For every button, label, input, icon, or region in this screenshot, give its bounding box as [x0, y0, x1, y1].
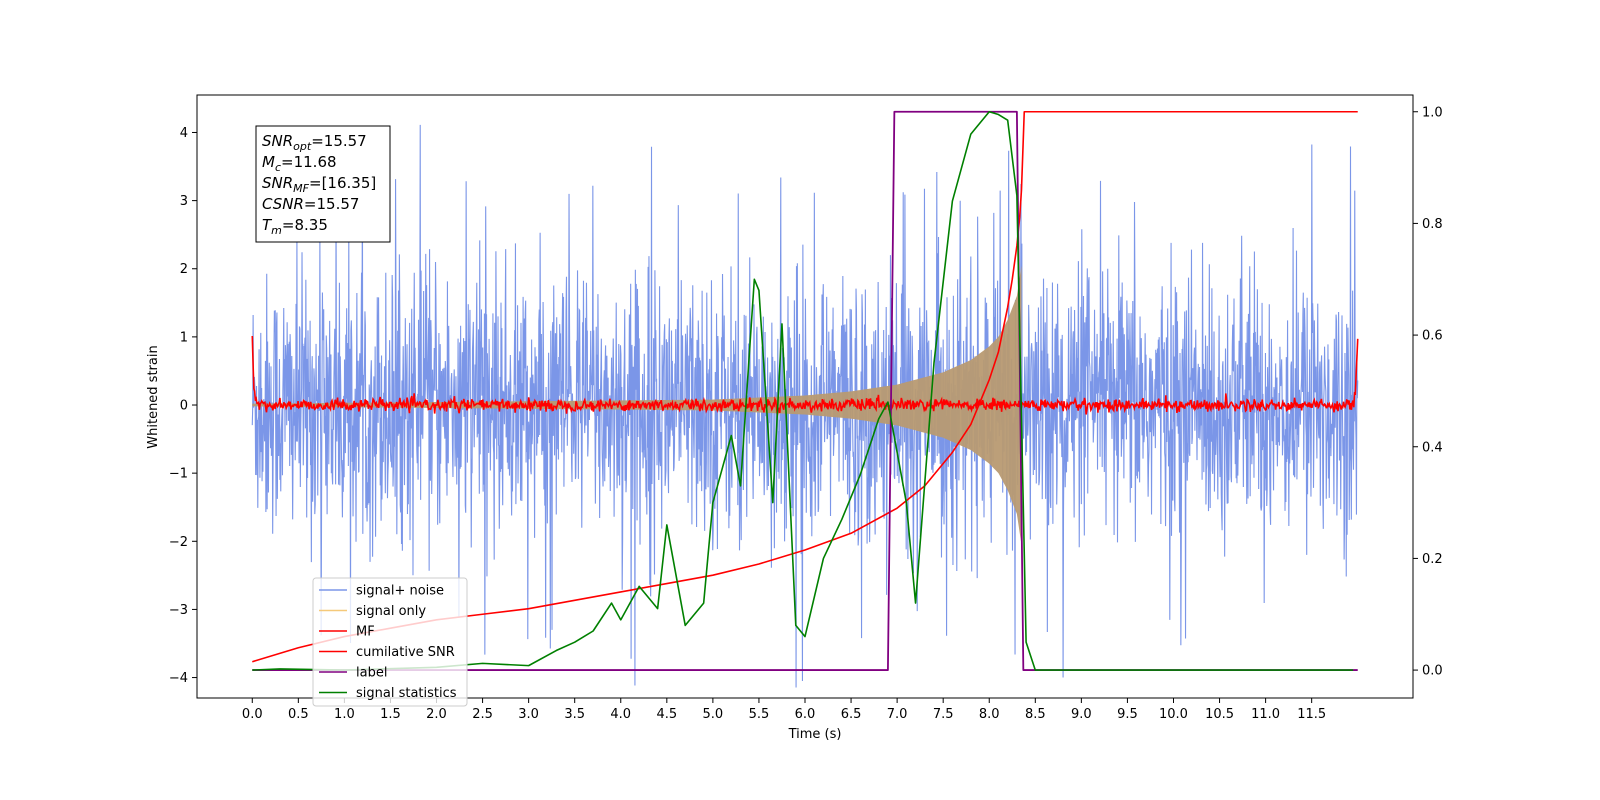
x-tick-label: 1.0 — [334, 707, 355, 722]
plot-area — [251, 110, 1359, 688]
annotation-subscript: m — [271, 224, 282, 237]
annotation-subscript: opt — [293, 140, 312, 153]
x-tick-label: 7.5 — [933, 707, 954, 722]
legend: signal+ noise signal only MF cumilative SNR… — [312, 577, 468, 707]
legend-frame — [312, 577, 468, 707]
annotation-line: SNRMF=[16.35] — [262, 174, 376, 195]
y-right-tick-label: 1.0 — [1422, 105, 1443, 120]
x-tick-label: 9.0 — [1071, 707, 1092, 722]
x-tick-label: 3.5 — [564, 707, 585, 722]
legend-label: MF — [356, 625, 375, 640]
x-tick-label: 11.5 — [1297, 707, 1326, 722]
x-tick-label: 5.0 — [703, 707, 724, 722]
annotation-symbol: CSNR — [262, 195, 304, 213]
y-tick-label: 1 — [180, 330, 188, 345]
y-right-tick-label: 0.4 — [1422, 440, 1443, 455]
annotation-subscript: MF — [293, 182, 309, 195]
legend-label: cumilative SNR — [356, 645, 455, 660]
y-tick-label: −2 — [169, 535, 188, 550]
annotation-symbol: M — [262, 153, 275, 171]
x-tick-label: 10.5 — [1205, 707, 1234, 722]
y-right-tick-label: 0.0 — [1422, 664, 1443, 679]
y-tick-label: 4 — [180, 126, 188, 141]
x-tick-label: 8.5 — [1025, 707, 1046, 722]
annotation-symbol: SNR — [262, 132, 293, 150]
y-tick-label: 2 — [180, 262, 188, 277]
annotation-symbol: T — [262, 216, 273, 234]
annotation-line: Mc=11.68 — [262, 153, 337, 174]
y-tick-label: −1 — [169, 467, 188, 482]
annotation-value: =11.68 — [281, 153, 337, 171]
x-tick-label: 6.0 — [795, 707, 816, 722]
legend-label: label — [356, 666, 387, 681]
legend-label: signal only — [356, 604, 426, 619]
annotation-value: =15.57 — [311, 132, 367, 150]
annotation-box: SNRopt=15.57Mc=11.68SNRMF=[16.35]CSNR=15… — [255, 125, 391, 243]
x-tick-label: 0.5 — [288, 707, 309, 722]
x-tick-label: 2.0 — [426, 707, 447, 722]
y-tick-label: −3 — [169, 603, 188, 618]
x-tick-label: 4.5 — [656, 707, 677, 722]
legend-label: signal+ noise — [356, 584, 444, 599]
axes: 0.0 0.5 1.0 1.5 2.0 2.5 3.0 3.5 4.0 4.5 5.0 5.5 6.0 6… — [169, 105, 1443, 722]
x-tick-label: 2.5 — [472, 707, 493, 722]
x-axis-label: Time (s) — [788, 727, 842, 742]
x-tick-label: 7.0 — [887, 707, 908, 722]
annotation-line: CSNR=15.57 — [262, 195, 359, 213]
annotation-line: SNRopt=15.57 — [262, 132, 367, 153]
y-right-tick-label: 0.8 — [1422, 217, 1443, 232]
x-tick-label: 5.5 — [749, 707, 770, 722]
y-tick-label: −4 — [169, 671, 188, 686]
x-tick-label: 1.5 — [380, 707, 401, 722]
y-tick-label: 0 — [180, 399, 188, 414]
series-signal-statistics-line — [252, 110, 1354, 671]
x-tick-label: 0.0 — [242, 707, 263, 722]
y-right-tick-label: 0.6 — [1422, 329, 1443, 344]
x-tick-label: 11.0 — [1251, 707, 1280, 722]
annotation-value: =[16.35] — [309, 174, 376, 192]
legend-label: signal statistics — [356, 686, 457, 701]
x-tick-label: 10.0 — [1159, 707, 1188, 722]
annotation-subscript: c — [275, 161, 281, 174]
annotation-line: Tm=8.35 — [262, 216, 328, 237]
x-tick-label: 6.5 — [841, 707, 862, 722]
x-tick-label: 4.0 — [610, 707, 631, 722]
x-tick-label: 3.0 — [518, 707, 539, 722]
annotation-frame — [255, 125, 391, 243]
annotation-value: =15.57 — [304, 195, 360, 213]
series-mf-line — [251, 335, 1359, 416]
y-right-tick-label: 0.2 — [1422, 552, 1443, 567]
annotation-value: =8.35 — [282, 216, 328, 234]
y-tick-label: 3 — [180, 194, 188, 209]
y-axis-label: Whitened strain — [146, 345, 161, 448]
annotation-symbol: SNR — [262, 174, 293, 192]
x-tick-label: 8.0 — [979, 707, 1000, 722]
x-tick-label: 9.5 — [1117, 707, 1138, 722]
series-signal-noise-line — [251, 124, 1359, 688]
